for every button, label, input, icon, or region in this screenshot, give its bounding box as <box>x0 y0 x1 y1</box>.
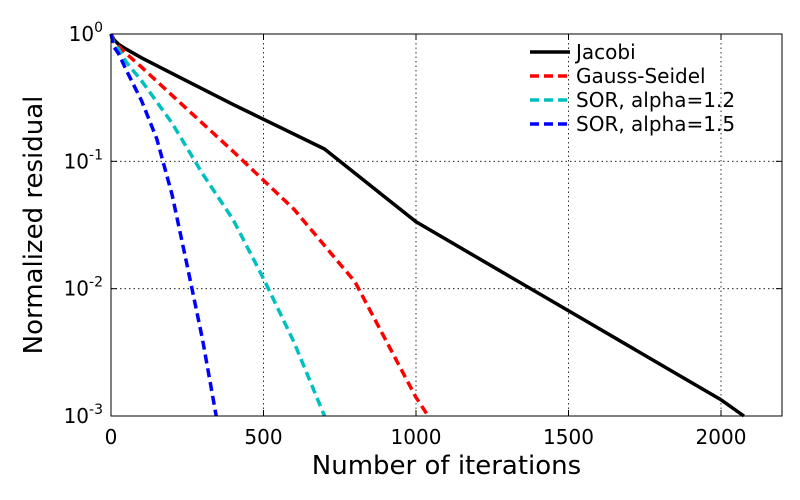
x-axis-label: Number of iterations <box>312 451 581 481</box>
x-tick-label: 1500 <box>543 425 594 449</box>
y-tick-label: 10-2 <box>64 275 103 301</box>
series-line-sor-alpha-1-2 <box>109 33 327 417</box>
legend-entry-sor-alpha-1-2: SOR, alpha=1.2 <box>576 88 735 112</box>
x-tick-label: 2000 <box>696 425 747 449</box>
y-tick-label-base: 10 <box>69 22 94 46</box>
y-tick-label-exponent: -3 <box>89 402 103 418</box>
y-tick-label-exponent: -1 <box>89 147 103 163</box>
legend-entry-sor-alpha-1-5: SOR, alpha=1.5 <box>576 112 735 136</box>
y-tick-label-base: 10 <box>64 277 89 301</box>
x-tick-labels: 0 500 1000 1500 2000 <box>105 425 747 449</box>
y-tick-label: 100 <box>69 20 103 46</box>
x-tick-label: 500 <box>244 425 282 449</box>
y-tick-label: 10-3 <box>64 402 103 428</box>
axis-ticks <box>110 33 782 417</box>
legend-entry-jacobi: Jacobi <box>574 40 636 64</box>
y-tick-label-exponent: -2 <box>89 275 103 291</box>
y-tick-label-base: 10 <box>64 149 89 173</box>
y-tick-label-exponent: 0 <box>94 20 103 36</box>
series-line-sor-alpha-1-5 <box>109 33 218 417</box>
x-tick-label: 1000 <box>391 425 442 449</box>
y-axis-label: Normalized residual <box>19 96 49 355</box>
y-tick-label: 10-1 <box>64 147 103 173</box>
x-tick-label: 0 <box>105 425 118 449</box>
legend-entry-gauss-seidel: Gauss-Seidel <box>576 64 706 88</box>
series-lines <box>109 33 745 418</box>
y-tick-label-base: 10 <box>64 404 89 428</box>
series-line-jacobi <box>109 33 745 418</box>
plot-frame <box>110 33 783 417</box>
series-line-gauss-seidel <box>109 33 430 417</box>
